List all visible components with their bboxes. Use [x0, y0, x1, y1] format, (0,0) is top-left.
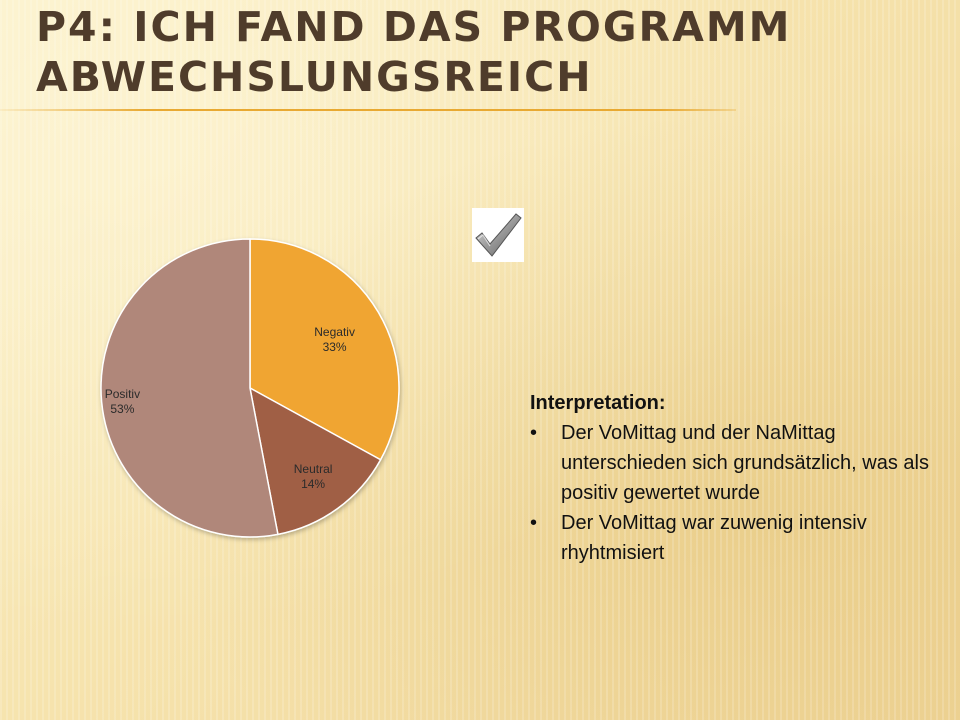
slice-label-negativ: Negativ	[314, 325, 355, 339]
slice-label-positiv: Positiv	[105, 387, 140, 401]
title-line-1: P4: ICH FAND DAS PROGRAMM	[36, 3, 792, 51]
title-divider	[0, 109, 736, 111]
interpretation-block: Interpretation: Der VoMittag und der NaM…	[530, 388, 930, 568]
slice-percent-negativ: 33%	[323, 340, 347, 354]
slice-percent-neutral: 14%	[301, 477, 325, 491]
pie-slice-neutral	[248, 386, 382, 536]
interpretation-bullet: Der VoMittag war zuwenig intensiv rhyhtm…	[530, 508, 930, 568]
interpretation-heading: Interpretation:	[530, 392, 666, 414]
checkmark-box	[472, 208, 524, 262]
checkmark-icon	[475, 213, 522, 257]
pie-slice-negativ	[249, 238, 400, 461]
title-line-2: ABWECHSLUNGSREICH	[36, 53, 593, 101]
slide-title: P4: ICH FAND DAS PROGRAMM ABWECHSLUNGSRE…	[36, 2, 936, 102]
slice-label-neutral: Neutral	[294, 462, 333, 476]
slice-percent-positiv: 53%	[110, 402, 134, 416]
pie-slice-positiv	[100, 238, 279, 538]
interpretation-list: Der VoMittag und der NaMittag unterschie…	[530, 418, 930, 568]
interpretation-bullet: Der VoMittag und der NaMittag unterschie…	[530, 418, 930, 508]
